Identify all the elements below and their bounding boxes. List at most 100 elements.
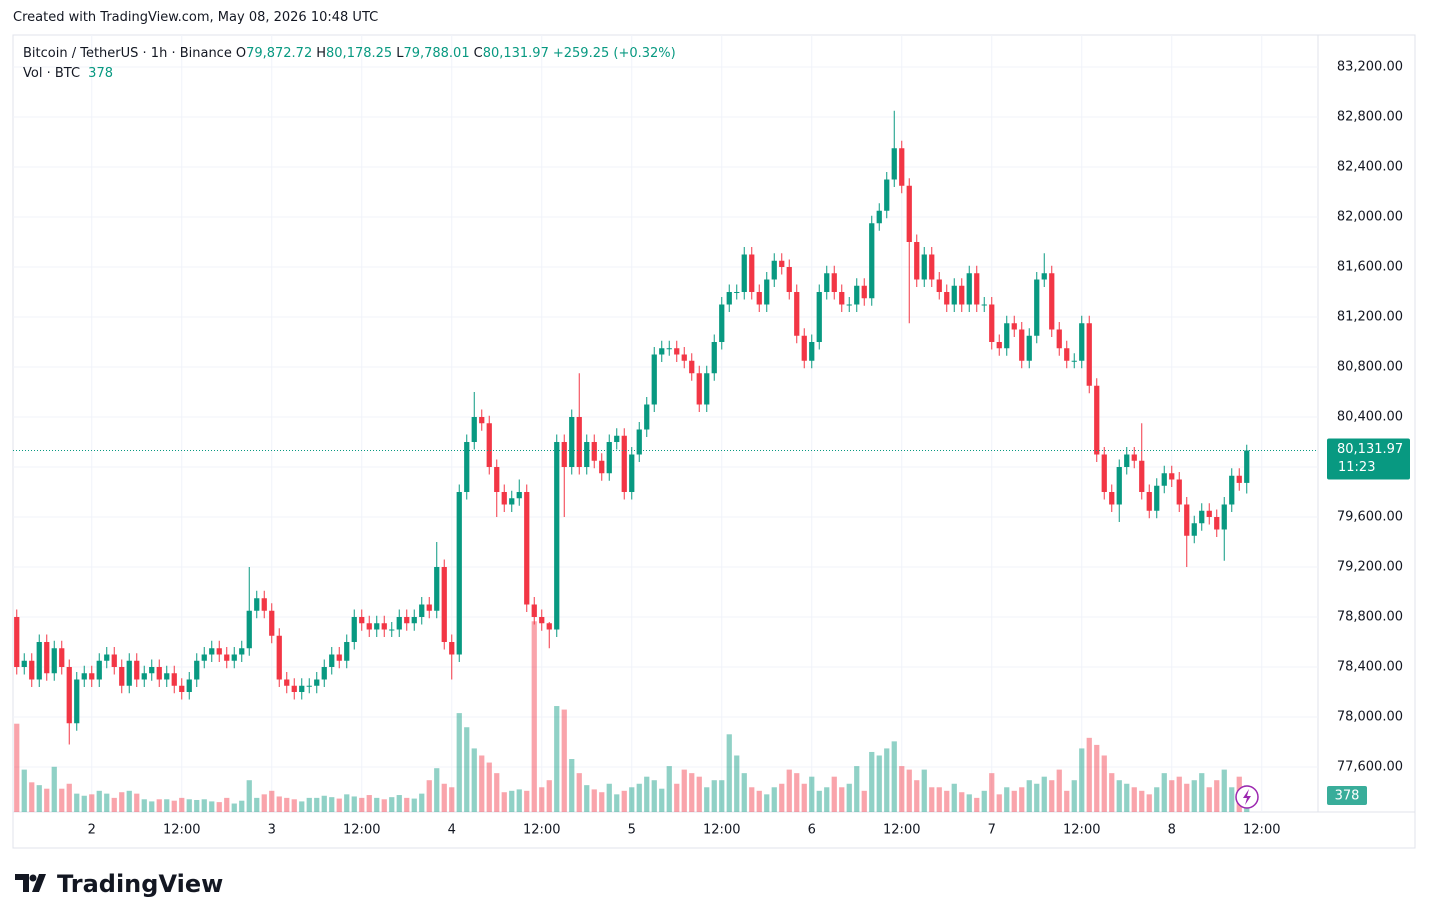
volume-bar — [839, 787, 845, 812]
volume-bar — [419, 793, 425, 812]
candle-body — [209, 648, 215, 655]
candle-body — [96, 660, 102, 680]
candle-body — [891, 148, 897, 180]
x-tick-label: 12:00 — [523, 823, 560, 838]
x-tick-label: 12:00 — [1243, 823, 1280, 838]
candle-body — [74, 679, 80, 724]
volume-bar — [1094, 744, 1100, 812]
volume-bar — [36, 785, 42, 812]
volume-bar — [989, 773, 995, 812]
candle-body — [201, 654, 207, 661]
candle-body — [1124, 454, 1130, 467]
candle-body — [704, 373, 710, 405]
volume-bar — [1161, 773, 1167, 812]
candle-body — [284, 679, 290, 686]
symbol: Bitcoin / TetherUS · 1h · Binance — [23, 46, 232, 61]
volume-bar — [584, 785, 590, 812]
candle-body — [974, 273, 980, 305]
candle-body — [396, 617, 402, 630]
candle-body — [81, 673, 87, 680]
y-tick-label: 80,400.00 — [1337, 410, 1403, 425]
axis-layer: 77,600.00 78,000.00 78,400.00 78,800.00 79,2… — [13, 60, 1410, 838]
candle-body — [1034, 279, 1040, 336]
candle-body — [869, 223, 875, 299]
brand: TradingView — [57, 870, 224, 898]
candle-body — [599, 460, 605, 474]
volume-bar — [374, 797, 380, 812]
candle-body — [44, 642, 50, 674]
volume-bar — [854, 766, 860, 812]
candle-body — [336, 654, 342, 661]
volume-bar — [651, 780, 657, 812]
chart-frame — [12, 34, 1416, 849]
candle-body — [1049, 273, 1055, 330]
candle-body — [246, 610, 252, 649]
volume-bar — [404, 797, 410, 812]
y-tick-label: 78,000.00 — [1337, 710, 1403, 725]
x-tick-label: 12:00 — [703, 823, 740, 838]
x-tick-label: 12:00 — [883, 823, 920, 838]
volume-bar — [1176, 776, 1182, 812]
candle-body — [434, 567, 440, 611]
volume-bar — [1064, 790, 1070, 812]
volume-bar — [104, 793, 110, 812]
volume-bar — [554, 706, 560, 812]
candle-body — [299, 685, 305, 692]
volume-bar — [779, 783, 785, 812]
volume-bar — [966, 794, 972, 812]
volume-bar — [336, 798, 342, 812]
volume-bar — [944, 790, 950, 812]
x-tick-label: 12:00 — [1063, 823, 1100, 838]
volume-bar — [119, 792, 125, 812]
candle-body — [696, 373, 702, 405]
candle-body — [1026, 335, 1032, 361]
volume-bar — [516, 789, 522, 812]
candle-body — [1094, 385, 1100, 455]
volume-bar — [239, 800, 245, 812]
volume-bar — [546, 780, 552, 812]
y-tick-label: 79,600.00 — [1337, 510, 1403, 525]
candle-body — [756, 292, 762, 305]
volume-bar — [66, 783, 72, 812]
volume-bar — [711, 780, 717, 812]
volume-bar — [644, 776, 650, 812]
candle-body — [179, 685, 185, 692]
volume-bar — [1131, 787, 1137, 812]
volume-bar — [1116, 780, 1122, 812]
ohlc-value: 80,131.97 — [482, 46, 549, 61]
candle-body — [539, 617, 545, 624]
candle-body — [876, 210, 882, 224]
volume-bar — [884, 748, 890, 812]
candle-body — [1116, 467, 1122, 505]
candle-body — [1184, 504, 1190, 536]
volume-bar — [846, 783, 852, 812]
candle-body — [89, 673, 95, 680]
alert-icon-bolt — [1243, 789, 1251, 805]
ohlc-key: C — [473, 46, 483, 61]
volume-bar — [786, 769, 792, 812]
candle-body — [66, 667, 72, 724]
change: +259.25 (+0.32%) — [552, 46, 676, 61]
candle-body — [149, 667, 155, 674]
volume-bar — [726, 734, 732, 812]
grid — [13, 35, 1318, 812]
candle-body — [854, 285, 860, 305]
candle-body — [1146, 492, 1152, 511]
volume-bar — [1071, 780, 1077, 812]
logo-mark — [15, 874, 46, 892]
volume-bar — [231, 803, 237, 812]
candle-body — [1071, 360, 1077, 362]
y-tick-label: 81,600.00 — [1337, 260, 1403, 275]
candle-body — [21, 660, 27, 667]
volume-bar — [929, 787, 935, 812]
volume-bar — [1086, 737, 1092, 812]
candle-body — [1041, 273, 1047, 280]
candle-body — [344, 642, 350, 661]
candle-body — [779, 260, 785, 267]
volume-bar — [914, 780, 920, 812]
volume-bar — [479, 755, 485, 812]
volume-bar — [824, 787, 830, 812]
volume-bar — [434, 768, 440, 812]
volume-bar — [996, 794, 1002, 812]
